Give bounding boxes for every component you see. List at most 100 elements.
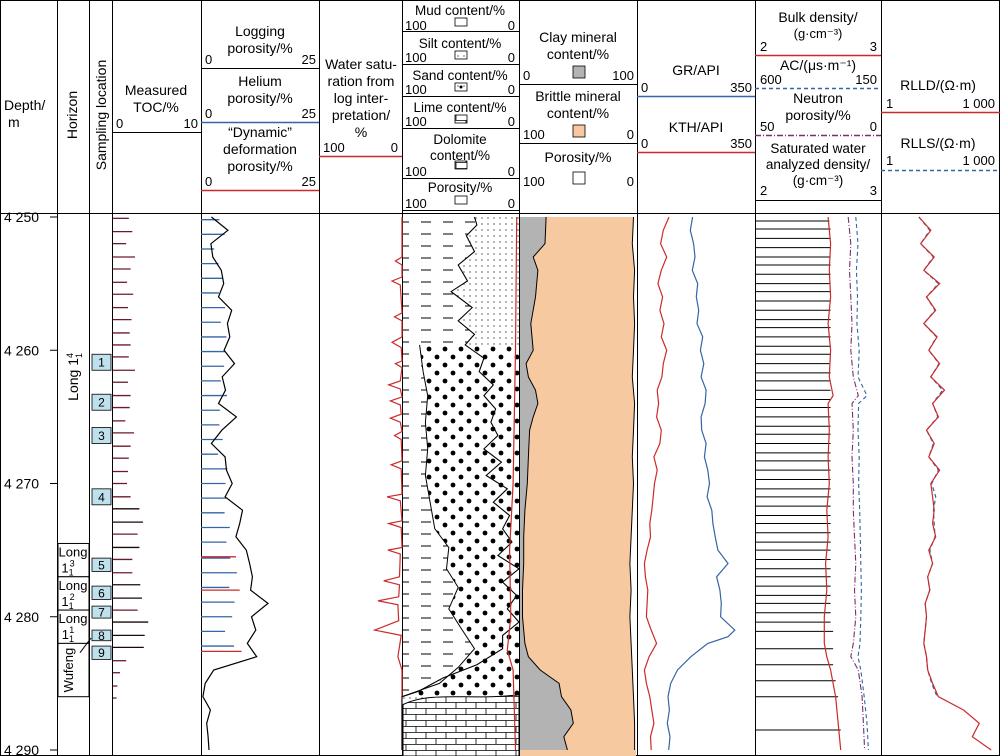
logging-porosity-title: porosity/%: [227, 40, 292, 56]
sample-label: 2: [98, 396, 105, 410]
rlls-curve: [918, 216, 944, 697]
water-saturation-curve: [372, 217, 403, 750]
clay-title: Clay mineral: [539, 29, 617, 45]
horizon-label: Long: [59, 544, 88, 559]
lithology-swatch: [454, 114, 468, 124]
mineral-porosity-scale-min: 100: [523, 174, 545, 189]
sample-box: [91, 353, 112, 371]
horizon-label: Long: [59, 611, 88, 626]
horizon-box: [57, 609, 90, 644]
clay-curve: [522, 216, 574, 751]
rlld-title: RLLD/(Ω·m): [900, 77, 976, 93]
saturated-density-title: analyzed density/: [766, 157, 871, 172]
helium-porosity-title: porosity/%: [227, 90, 292, 106]
toc-scale-max: 10: [184, 116, 198, 131]
toc-title: TOC/%: [133, 99, 179, 115]
dynamic-porosity-title: deformation: [223, 141, 297, 157]
track-plots: Long 114Long113Long112Long111Wufeng12345…: [57, 213, 992, 756]
brittle-scale-max: 0: [627, 127, 634, 142]
sample-label: 8: [98, 629, 105, 643]
brittle-mineral-fill: [520, 217, 636, 756]
horizon-label: Long 114: [65, 353, 84, 401]
helium-porosity-title: Helium: [238, 73, 282, 89]
dynamic-porosity-scale-min: 0: [205, 174, 212, 189]
horizon-label: 113: [61, 558, 74, 577]
track-headers: Depth/m Horizon Sampling location MeasuredT…: [4, 3, 1000, 211]
lithology-scale-max: 0: [508, 114, 515, 129]
sandstone-fill: [402, 344, 519, 697]
horizon-superscript: 3: [70, 558, 75, 568]
logging-porosity-scale-min: 0: [205, 52, 212, 67]
silt-sand-boundary: [401, 344, 476, 698]
mineral-porosity-title: Porosity/%: [545, 149, 612, 165]
ac-title: AC/(μs·m⁻¹): [780, 57, 856, 73]
clay-swatch: [572, 65, 586, 79]
rlls-scale-max: 1 000: [962, 153, 995, 168]
brittle-scale-min: 100: [523, 127, 545, 142]
lithology-scale-max: 0: [508, 82, 515, 97]
horizon-subscript: 1: [69, 634, 74, 644]
horizon-subscript: 1: [69, 567, 74, 577]
water-saturation-title: log inter-: [334, 90, 389, 106]
kth-scale-max: 350: [730, 136, 752, 151]
lithology-scale-min: 100: [405, 196, 427, 211]
horizon-label: Wufeng: [61, 648, 76, 693]
lithology-scale-min: 100: [405, 114, 427, 129]
neutron-scale-min: 50: [760, 119, 774, 134]
sample-box: [91, 488, 112, 506]
dynamic-porosity-scale-max: 25: [302, 174, 316, 189]
sample-label: 7: [98, 606, 105, 620]
lithology-scale-max: 0: [508, 18, 515, 33]
sample-box: [91, 645, 112, 660]
limestone-fill: [403, 694, 519, 756]
horizon-box: [57, 642, 90, 698]
toc-scale-min: 0: [116, 116, 123, 131]
sample-label: 3: [98, 429, 105, 443]
saturated-density-title: Saturated water: [770, 141, 866, 156]
bulk-density-title: Bulk density/: [778, 9, 857, 25]
ac-scale-min: 600: [760, 72, 782, 87]
ac-curve: [855, 216, 869, 751]
sample-box: [91, 585, 112, 600]
rlls-title: RLLS/(Ω·m): [900, 135, 975, 151]
rlld-scale-min: 1: [886, 96, 893, 111]
clay-mineral-fill: [520, 217, 574, 750]
lithology-header-title: Dolomite: [433, 132, 486, 147]
clay-title: content/%: [547, 46, 609, 62]
kth-title: KTH/API: [669, 119, 723, 135]
saturated-density-scale-max: 3: [870, 183, 877, 198]
mineral-porosity-curve: [629, 216, 636, 750]
neutron-title: Neutron: [793, 90, 843, 106]
lithology-header-title: Silt content/%: [419, 36, 502, 51]
neutron-scale-max: 0: [870, 119, 877, 134]
lithology-scale-min: 100: [405, 82, 427, 97]
gr-scale-min: 0: [641, 80, 648, 95]
lithology-scale-max: 0: [508, 164, 515, 179]
mineral-porosity-scale-max: 0: [627, 174, 634, 189]
water-saturation-title: pretation/: [332, 107, 390, 123]
rlld-curve: [918, 216, 992, 751]
toc-title: Measured: [125, 82, 187, 98]
water-saturation-title: Water satu-: [325, 56, 397, 72]
lithology-header-title: Lime content/%: [413, 100, 506, 115]
clay-scale-max: 100: [612, 68, 634, 83]
bulk-density-curve: [823, 216, 842, 751]
saturated-density-title: (g·cm⁻³): [793, 173, 844, 188]
water-saturation-title: ration from: [328, 73, 395, 89]
gr-curve: [666, 216, 736, 751]
sample-label: 1: [98, 356, 105, 370]
logging-porosity-title: Logging: [235, 23, 285, 39]
depth-axis: 4 250 4 260 4 270 4 280 4 290: [4, 209, 57, 756]
horizon-track-title: Horizon: [64, 91, 80, 139]
neutron-title: porosity/%: [785, 107, 850, 123]
helium-porosity-scale-min: 0: [205, 106, 212, 121]
water-saturation-scale-max: 0: [391, 140, 398, 155]
lithology-swatch: [454, 195, 468, 205]
horizon-label: Long: [59, 578, 88, 593]
dynamic-porosity-title: porosity/%: [227, 158, 292, 174]
horizon-label: 112: [61, 592, 74, 611]
kth-scale-min: 0: [641, 136, 648, 151]
sample-leader-line: [79, 637, 92, 654]
depth-tick-label: 4 250: [4, 209, 39, 225]
lithology-header-title: content/%: [430, 148, 490, 163]
